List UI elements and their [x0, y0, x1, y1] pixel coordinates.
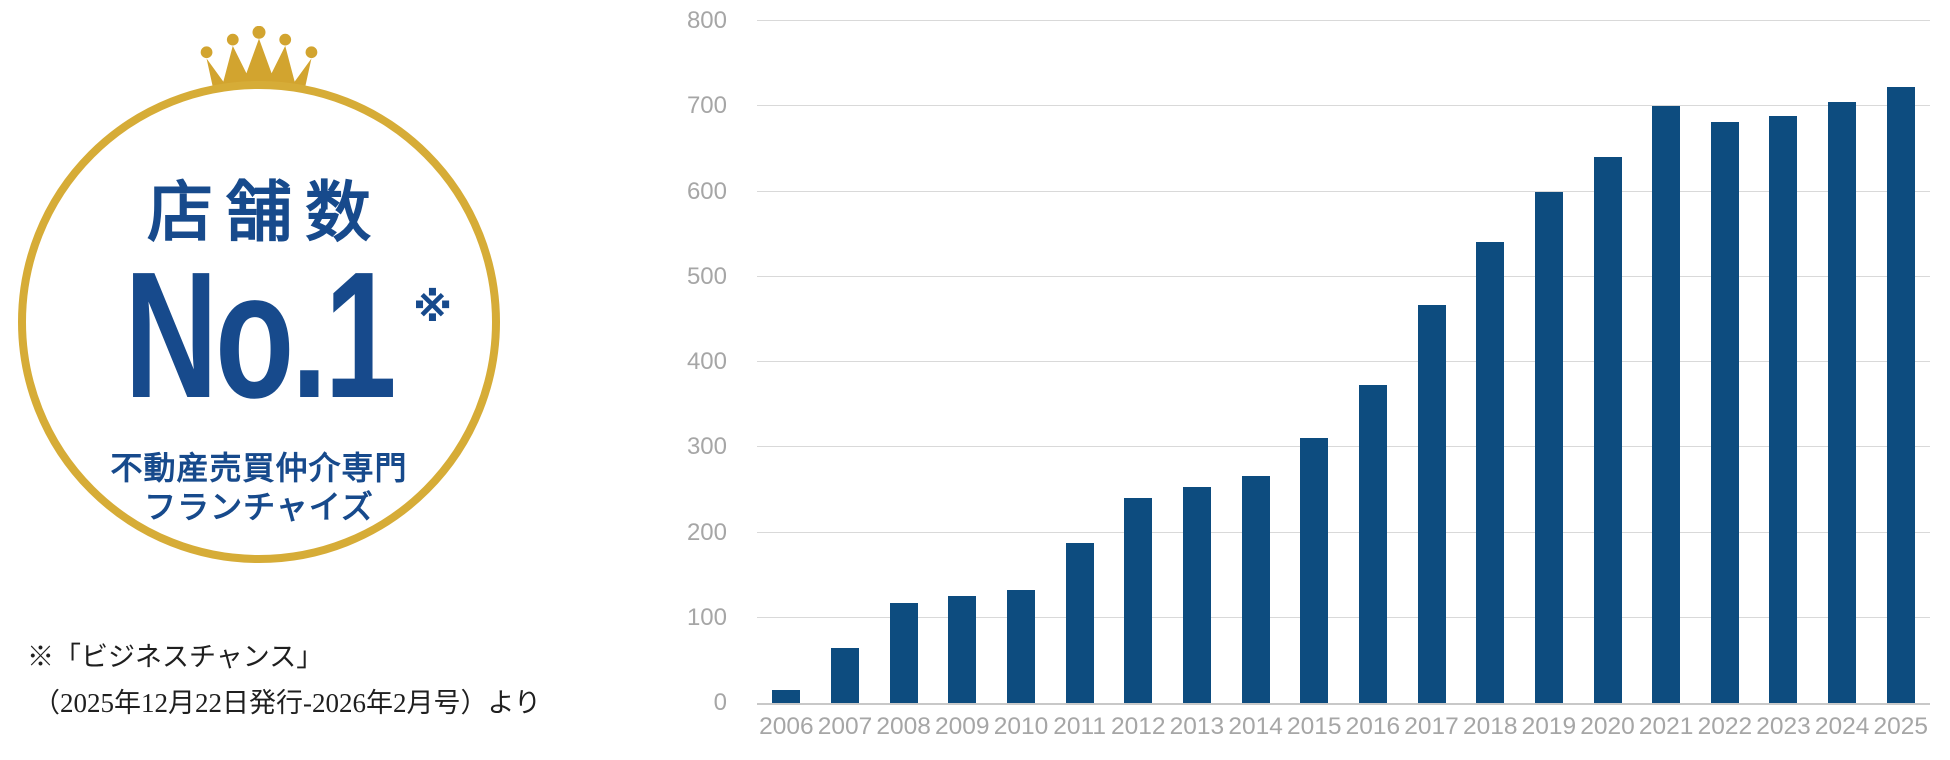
y-tick-label-800: 800	[686, 7, 727, 34]
bar-slot-2013	[1168, 21, 1227, 703]
badge-rank-text: No.1	[124, 235, 396, 436]
no1-badge: 店舗数 No.1 ※ 不動産売買仲介専門 フランチャイズ	[0, 0, 560, 760]
y-tick-label-200: 200	[686, 518, 727, 546]
x-tick-label-2022: 2022	[1697, 713, 1753, 740]
bar-2012	[1124, 498, 1153, 703]
gridline-800	[757, 20, 1930, 21]
bar-slot-2008	[874, 21, 933, 703]
bar-slot-2009	[933, 21, 992, 703]
bar-slot-2019	[1520, 21, 1579, 703]
x-tick-label-2007: 2007	[817, 713, 873, 740]
bar-slot-2012	[1109, 21, 1168, 703]
x-tick-label-2021: 2021	[1638, 713, 1694, 740]
y-tick-label-600: 600	[686, 177, 727, 205]
bar-slot-2018	[1461, 21, 1520, 703]
bar-slot-2006	[757, 21, 816, 703]
chart-plot-area	[757, 20, 1930, 705]
bar-2016	[1358, 385, 1387, 703]
store-count-chart: 0 100 200 300 400 500 600 700 800 2006 2007 2008 20…	[630, 0, 1950, 760]
x-tick-label-2006: 2006	[759, 713, 814, 740]
bar-2006	[772, 690, 801, 703]
gridline-600	[757, 190, 1930, 192]
bar-2008	[889, 603, 918, 703]
bar-2010	[1006, 589, 1035, 703]
footnote-line1: ※「ビジネスチャンス」	[27, 642, 324, 672]
bars	[757, 21, 1930, 703]
gridline-500	[757, 275, 1930, 277]
bar-2011	[1065, 542, 1094, 703]
bar-2023	[1769, 116, 1798, 703]
badge-subtitle-line2: フランチャイズ	[144, 489, 374, 525]
bar-slot-2014	[1226, 21, 1285, 703]
bar-2025	[1886, 86, 1915, 703]
y-tick-label-500: 500	[686, 262, 727, 290]
badge-circle: 店舗数 No.1 ※ 不動産売買仲介専門 フランチャイズ	[18, 81, 500, 563]
bar-slot-2016	[1344, 21, 1403, 703]
bar-slot-2022	[1696, 21, 1755, 703]
bar-slot-2023	[1754, 21, 1813, 703]
gridline-200	[757, 531, 1930, 533]
bar-2013	[1182, 487, 1211, 703]
badge-rank: No.1	[26, 246, 492, 426]
badge-subtitle-line1: 不動産売買仲介専門	[110, 450, 408, 486]
x-tick-label-2023: 2023	[1756, 713, 1811, 740]
x-tick-label-2014: 2014	[1228, 713, 1283, 740]
y-tick-label-100: 100	[686, 603, 727, 631]
bar-slot-2025	[1871, 21, 1930, 703]
y-axis-labels: 0 100 200 300 400 500 600 700 800	[630, 7, 727, 716]
bar-2022	[1710, 121, 1739, 703]
bar-slot-2015	[1285, 21, 1344, 703]
x-tick-label-2009: 2009	[935, 713, 990, 740]
x-tick-label-2015: 2015	[1286, 713, 1342, 740]
x-tick-label-2012: 2012	[1111, 713, 1166, 740]
bar-slot-2007	[816, 21, 875, 703]
bar-2009	[948, 595, 977, 703]
x-tick-label-2019: 2019	[1521, 713, 1577, 740]
gridline-300	[757, 446, 1930, 448]
bar-2019	[1534, 191, 1563, 703]
x-axis-labels: 2006 2007 2008 2009 2010 2011 2012 2013 2014 2015…	[757, 712, 1930, 742]
y-tick-label-400: 400	[686, 348, 727, 375]
badge-subtitle: 不動産売買仲介専門 フランチャイズ	[26, 449, 492, 527]
bar-2014	[1241, 476, 1270, 703]
bar-slot-2011	[1050, 21, 1109, 703]
bar-2007	[830, 647, 859, 703]
bar-2018	[1476, 241, 1505, 703]
bar-2024	[1828, 102, 1857, 703]
bar-slot-2024	[1813, 21, 1872, 703]
x-tick-label-2016: 2016	[1345, 713, 1401, 740]
x-tick-label-2020: 2020	[1580, 713, 1635, 740]
x-tick-label-2025: 2025	[1873, 713, 1929, 740]
gridline-700	[757, 105, 1930, 107]
bar-2020	[1593, 157, 1622, 703]
bar-slot-2010	[992, 21, 1051, 703]
x-tick-label-2018: 2018	[1462, 713, 1518, 740]
x-tick-label-2013: 2013	[1169, 713, 1225, 740]
bar-slot-2021	[1637, 21, 1696, 703]
x-tick-label-2011: 2011	[1053, 713, 1106, 740]
y-tick-label-700: 700	[686, 92, 727, 120]
footnote: ※「ビジネスチャンス」 （2025年12月22日発行-2026年2月号）より	[27, 634, 541, 726]
x-tick-label-2010: 2010	[993, 713, 1049, 740]
bar-2015	[1300, 437, 1329, 703]
x-tick-label-2017: 2017	[1404, 713, 1459, 740]
gridline-400	[757, 361, 1930, 362]
bar-2017	[1417, 304, 1446, 703]
gridline-100	[757, 616, 1930, 618]
x-tick-label-2024: 2024	[1814, 713, 1870, 740]
bar-2021	[1652, 106, 1681, 703]
bar-slot-2017	[1402, 21, 1461, 703]
y-tick-label-0: 0	[713, 689, 727, 716]
footnote-line2: （2025年12月22日発行-2026年2月号）より	[33, 688, 541, 718]
x-tick-label-2008: 2008	[876, 713, 931, 740]
bar-slot-2020	[1578, 21, 1637, 703]
y-tick-label-300: 300	[686, 433, 727, 461]
badge-rank-note-mark: ※	[413, 286, 452, 330]
badge-title: 店舗数	[147, 175, 384, 249]
